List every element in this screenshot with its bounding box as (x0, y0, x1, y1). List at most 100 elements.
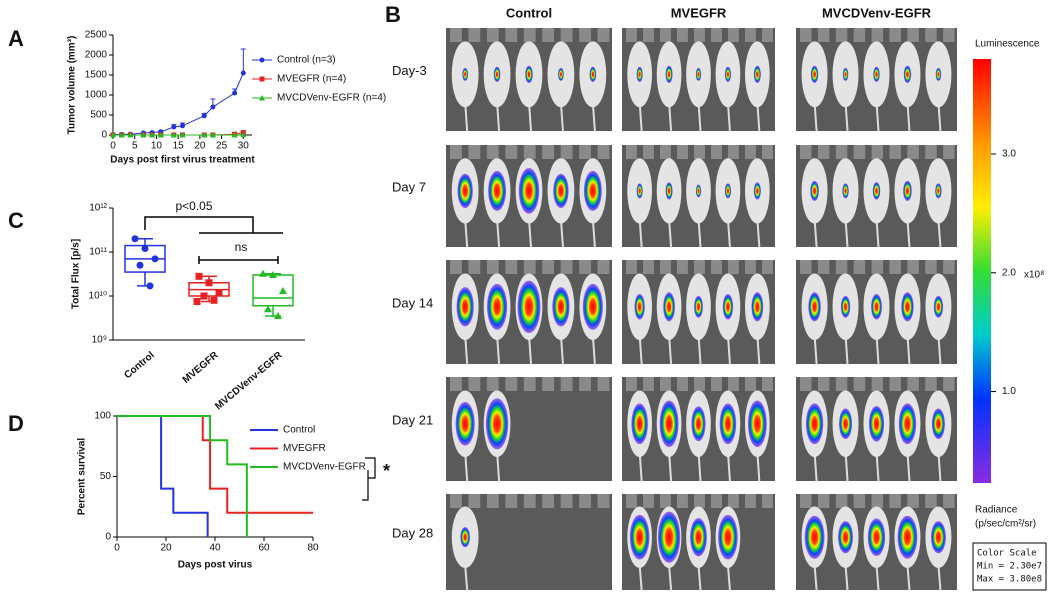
scale-text: Color Scale (977, 549, 1037, 559)
signal (558, 67, 564, 81)
cage-bar (889, 145, 901, 159)
cage-bar (694, 28, 705, 42)
cage-bar (943, 260, 955, 274)
cage-bar (523, 28, 536, 42)
tail (697, 565, 702, 591)
y-axis-label: Total Flux [p/s] (71, 239, 82, 309)
cage-bar (486, 494, 499, 508)
point (136, 261, 144, 269)
cage-bar (542, 28, 555, 42)
marker (179, 132, 186, 138)
signal (935, 183, 942, 199)
cage-bar (579, 494, 591, 508)
cage-bar (925, 494, 937, 508)
tail (726, 565, 731, 591)
cage-bar (728, 494, 739, 508)
cage-bar (468, 260, 481, 274)
cage-bar (694, 260, 705, 274)
cage-bar (925, 260, 937, 274)
cage-bar (643, 494, 654, 508)
column-header: MVEGFR (671, 5, 727, 20)
signal (525, 65, 533, 84)
cage-bar (728, 377, 739, 391)
signal (460, 527, 470, 548)
cage-bar (579, 260, 591, 274)
tail (464, 565, 469, 591)
row-label: Day 28 (392, 525, 433, 540)
signal (903, 180, 912, 201)
signal (636, 66, 643, 82)
signal (488, 170, 507, 211)
cage-bar (542, 260, 555, 274)
radiance-label: Radiance (975, 505, 1018, 516)
tail (844, 218, 849, 248)
panel-label: D (8, 411, 24, 436)
signal (634, 294, 645, 320)
tail (668, 565, 673, 591)
marker (110, 132, 116, 138)
x-tick-label: 60 (258, 543, 270, 554)
legend-label: MVCDVenv-EGFR (n=4) (277, 93, 386, 104)
legend-label: Control (n=3) (277, 55, 336, 66)
cage-bar (853, 145, 866, 159)
box (252, 274, 294, 307)
cage-bar (505, 494, 518, 508)
cage-bar (677, 145, 688, 159)
cage-bar (871, 145, 884, 159)
cage-bar (542, 494, 555, 508)
x-tick-label: 10 (151, 141, 163, 152)
signal (487, 283, 508, 330)
signal (840, 295, 851, 318)
signal (629, 514, 650, 560)
cage-bar (871, 28, 884, 42)
signal (456, 287, 474, 327)
legend-label: MVCDVenv-EGFR (283, 462, 366, 473)
colorbar-tick-label: 1.0 (1002, 386, 1016, 397)
signal (631, 403, 648, 445)
tail (906, 218, 911, 248)
cage-bar (728, 145, 739, 159)
colorbar-title: Luminescence (975, 39, 1040, 50)
signal (808, 292, 821, 322)
signal (872, 182, 881, 200)
y-axis-label: Tumor volume (mm³) (67, 36, 78, 135)
cage-bar (943, 494, 955, 508)
signal (842, 67, 849, 81)
cage-bar (560, 145, 573, 159)
signal (663, 292, 675, 322)
signal (931, 408, 945, 440)
signal (589, 66, 597, 82)
cage-bar (853, 260, 866, 274)
marker (127, 132, 134, 138)
cage-bar (835, 260, 848, 274)
cage-bar (728, 260, 739, 274)
cage-bar (505, 260, 518, 274)
signal (691, 406, 706, 442)
cage-bar (677, 260, 688, 274)
tail (559, 218, 564, 248)
cage-bar (762, 28, 773, 42)
signal (930, 521, 946, 554)
cage-bar (889, 260, 901, 274)
tail (875, 565, 880, 591)
cage-bar (943, 28, 955, 42)
marker (149, 132, 156, 138)
cage-bar (817, 145, 830, 159)
y-tick-label: 0 (105, 532, 111, 543)
cage-bar (907, 28, 919, 42)
cage-bar (889, 377, 901, 391)
marker (259, 95, 265, 101)
marker (259, 57, 265, 63)
cage-bar (505, 377, 518, 391)
annotation: p<0.05 (175, 199, 212, 213)
point (269, 271, 277, 279)
cage-bar (660, 260, 671, 274)
cage-bar (762, 145, 773, 159)
marker (210, 104, 216, 110)
signal (839, 408, 853, 440)
y-tick-label: 10¹² (89, 203, 107, 214)
x-tick-label: 15 (173, 141, 185, 152)
legend-label: Control (283, 425, 315, 436)
x-tick-label: 0 (110, 141, 116, 152)
cage-bar (643, 145, 654, 159)
